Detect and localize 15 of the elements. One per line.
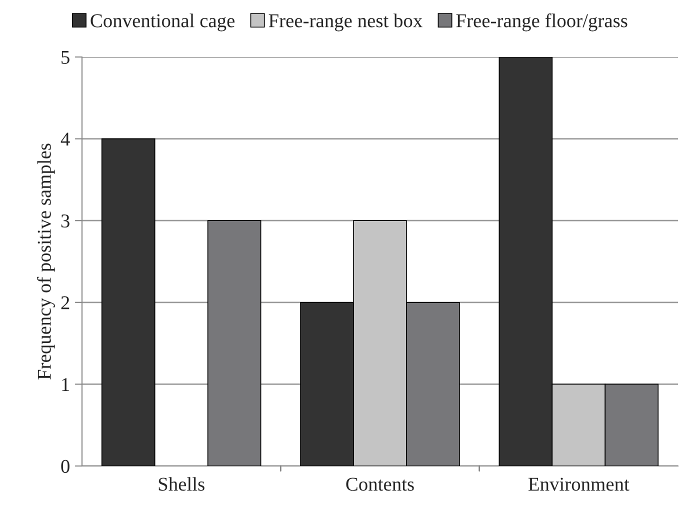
- y-tick-label: 5: [62, 51, 70, 64]
- y-tick-label: 3: [61, 214, 70, 228]
- legend-label: Free-range nest box: [268, 14, 422, 32]
- y-axis-title: Frequency of positive samples: [37, 144, 55, 380]
- y-tick-label: 1: [62, 378, 70, 391]
- x-tick-label: Contents: [346, 478, 414, 491]
- x-tick-label: Shells: [158, 477, 204, 491]
- legend-label: Conventional cage: [90, 14, 235, 32]
- y-tick-label: 0: [61, 460, 70, 473]
- x-tick-label: Environment: [528, 478, 630, 491]
- bar: [101, 138, 156, 466]
- legend-label: Free-range floor/grass: [456, 13, 628, 32]
- y-tick-label: 4: [60, 132, 70, 146]
- bar: [207, 220, 262, 466]
- y-tick-label: 2: [61, 296, 70, 310]
